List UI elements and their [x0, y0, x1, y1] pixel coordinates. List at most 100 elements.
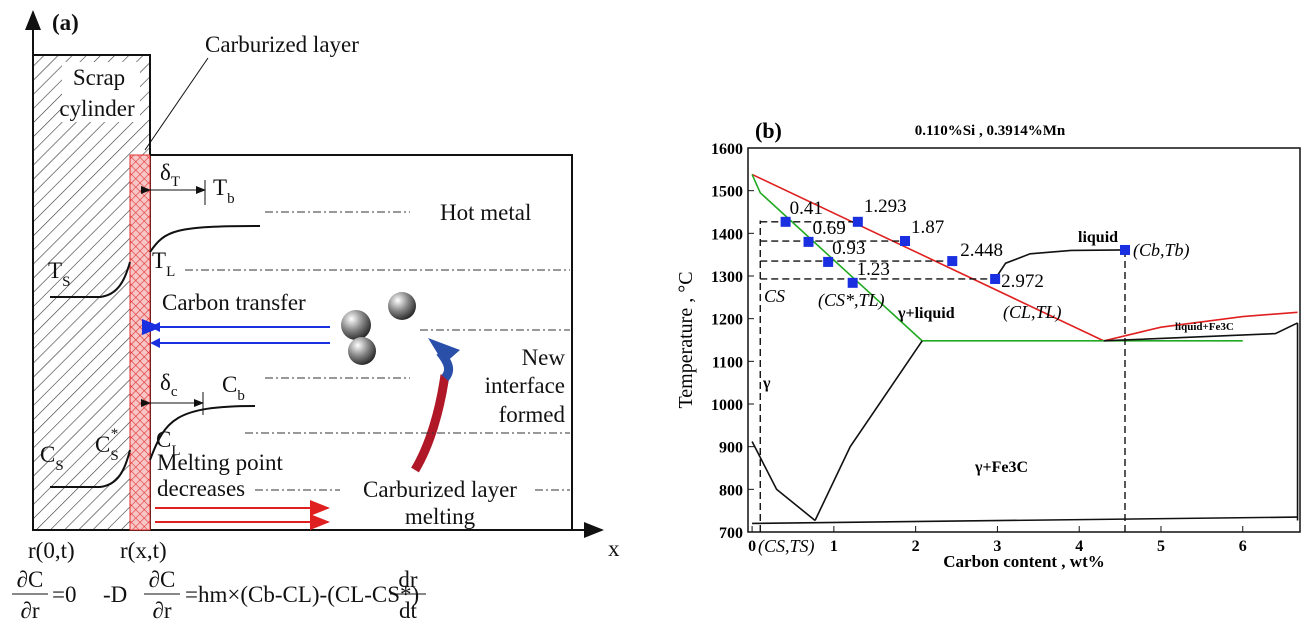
curve [149, 405, 256, 461]
y-tick-label: 1500 [711, 184, 743, 201]
annotation: liquid [1078, 229, 1118, 246]
label: S [62, 274, 70, 290]
label: melting [405, 504, 476, 529]
data-point [947, 256, 958, 267]
label: Scrap [73, 65, 125, 90]
data-point [847, 277, 858, 288]
panel-b: (b) 0.110%Si , 0.3914%Mn Carbon content , … [675, 118, 1301, 571]
label: C [156, 427, 171, 452]
label: δT [160, 160, 180, 190]
phase-line [994, 249, 1126, 280]
label: δc [160, 370, 178, 400]
label: T [152, 248, 166, 273]
data-point [780, 216, 791, 227]
data-point [803, 236, 814, 247]
equation: ∂C [149, 567, 176, 592]
point-label: 1.293 [864, 196, 907, 217]
phase-line [1103, 322, 1298, 342]
label: Carbon transfer [162, 290, 306, 315]
particle [388, 292, 416, 320]
panel-label: (a) [52, 10, 79, 35]
particle [341, 310, 371, 340]
annotation: (CL,TL) [1003, 302, 1062, 323]
arrowhead [428, 338, 460, 364]
label: L [171, 443, 180, 459]
label: T [48, 258, 62, 283]
phase-line [751, 173, 1105, 342]
y-tick-label: 700 [719, 525, 743, 542]
label: δ [160, 370, 171, 395]
label-bg [62, 62, 140, 122]
equation: dr [398, 567, 418, 592]
annotation: γ+liquid [897, 305, 955, 322]
annotation: liquid+Fe3C [1175, 321, 1234, 333]
label: r(0,t) [28, 538, 75, 563]
label: δ [160, 160, 171, 185]
point-label: 2.448 [960, 240, 1003, 261]
annotation: γ+Fe3C [974, 459, 1028, 476]
leader [144, 57, 209, 151]
curve [149, 225, 261, 253]
label: Cb [222, 372, 245, 404]
data-point [990, 273, 1001, 284]
annotation: (CS,TS) [758, 536, 815, 557]
phase-line [751, 441, 816, 522]
equation: =hm×(Cb-CL)-(CL-CS*) [185, 582, 419, 607]
x-tick-label: 0 [748, 538, 756, 555]
phase-line [814, 340, 923, 521]
y-tick-label: 1400 [711, 226, 743, 243]
label: Tb [213, 175, 235, 207]
curve [50, 261, 131, 298]
label: T [171, 174, 180, 190]
label: C [222, 372, 237, 397]
annotation: (CS*,TL) [818, 290, 885, 311]
label: C [40, 442, 55, 467]
y-tick-label: 1200 [711, 312, 743, 329]
curve [50, 449, 131, 488]
data-point [852, 216, 863, 227]
data-point [823, 256, 834, 267]
phase-line [751, 174, 923, 342]
label: interface [485, 373, 565, 398]
label: New [522, 345, 566, 370]
chart-subtitle: 0.110%Si , 0.3914%Mn [915, 123, 1066, 139]
point-label: 1.23 [857, 259, 890, 280]
annotation: γ [762, 375, 771, 392]
y-tick-label: 1600 [711, 141, 743, 158]
x-tick-label: 3 [993, 538, 1001, 555]
label: x [608, 536, 620, 561]
x-axis-label: Carbon content , wt% [943, 552, 1105, 571]
point-label: 1.87 [911, 217, 944, 238]
equation: -D [103, 582, 127, 607]
x-tick-label: 2 [912, 538, 920, 555]
annotation: (Cb,Tb) [1133, 240, 1190, 261]
label: T [213, 175, 227, 200]
label: cylinder [59, 96, 135, 121]
plot-frame [747, 147, 1301, 533]
data-point [1119, 244, 1130, 255]
phase-line [752, 516, 1298, 525]
label: Carburized layer [363, 477, 517, 502]
y-tick-label: 1300 [711, 269, 743, 286]
equation: =0 [52, 582, 76, 607]
arrowhead [150, 322, 160, 348]
equation: ∂r [20, 598, 39, 623]
label: b [227, 191, 235, 207]
label: CS * [95, 426, 119, 464]
label: TL [152, 248, 175, 280]
annotation: CS [764, 286, 785, 306]
label: b [237, 388, 245, 404]
label: C [95, 432, 110, 457]
y-axis-label: Temperature , °C [675, 271, 697, 408]
curved-arrow [411, 374, 450, 473]
point-label: 0.41 [790, 198, 823, 219]
label: c [171, 384, 178, 400]
label: CS [40, 442, 64, 474]
point-label: 2.972 [1001, 271, 1044, 292]
label: CL [156, 427, 181, 459]
label: TS [48, 258, 70, 290]
y-tick-label: 1000 [711, 397, 743, 414]
x-tick-label: 4 [1075, 538, 1083, 555]
